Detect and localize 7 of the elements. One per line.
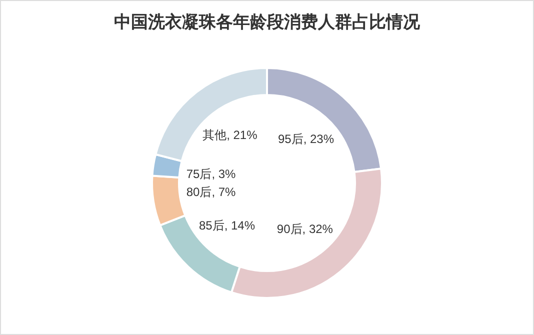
slice-label: 80后, 7% [186, 184, 236, 199]
slice-label: 95后, 23% [278, 132, 334, 146]
slice-label: 其他, 21% [202, 128, 258, 142]
chart-title: 中国洗衣凝珠各年龄段消费人群占比情况 [114, 12, 421, 32]
slice-label: 85后, 14% [198, 218, 256, 233]
slice-label: 75后, 3% [186, 167, 236, 182]
slice-label: 90后, 32% [276, 222, 334, 236]
